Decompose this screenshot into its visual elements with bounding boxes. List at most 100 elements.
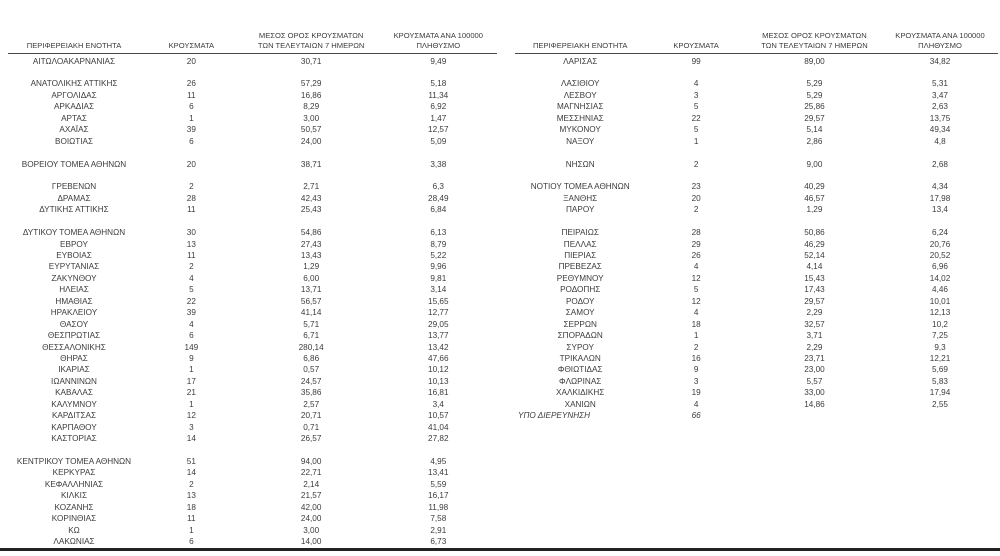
per100k-cell: 17,94 — [929, 388, 951, 398]
cases-cell: 5 — [693, 285, 699, 295]
table-row: ΠΕΛΛΑΣ 29 46,29 20,76 — [515, 239, 998, 250]
cases-cell: 51 — [186, 456, 196, 466]
cases-cell: 2 — [693, 159, 699, 169]
column-header-region: ΠΕΡΙΦΕΡΕΙΑΚΗ ΕΝΟΤΗΤΑ — [532, 41, 628, 51]
avg7-cell: 4,14 — [806, 262, 823, 272]
avg7-cell: 24,00 — [300, 514, 322, 524]
cases-cell: 1 — [189, 525, 194, 535]
per100k-cell: 6,84 — [430, 205, 447, 215]
cases-cell: 2 — [693, 342, 699, 352]
per100k-cell: 13,42 — [428, 342, 449, 352]
cases-cell: 30 — [186, 228, 196, 238]
table-row: ΜΥΚΟΝΟΥ 5 5,14 49,34 — [515, 125, 998, 136]
cases-cell: 12 — [691, 273, 701, 283]
per100k-cell: 12,13 — [929, 308, 951, 318]
region-cell: ΚΑΛΥΜΝΟΥ — [51, 399, 97, 409]
avg7-cell: 40,29 — [804, 182, 825, 192]
per100k-cell: 4,95 — [430, 456, 447, 466]
avg7-cell: 280,14 — [298, 342, 324, 352]
region-cell: ΞΑΝΘΗΣ — [563, 193, 598, 203]
table-row: ΚΙΛΚΙΣ 13 21,57 16,17 — [8, 491, 497, 502]
per100k-cell: 3,38 — [430, 159, 447, 169]
per100k-cell: 6,3 — [432, 182, 444, 192]
cases-cell: 16 — [691, 353, 701, 363]
region-cell: ΚΑΒΑΛΑΣ — [55, 388, 93, 398]
region-cell: ΘΕΣΣΑΛΟΝΙΚΗΣ — [42, 342, 106, 352]
table-bottom-rule — [0, 548, 1000, 551]
table-row: ΧΑΝΙΩΝ 4 14,86 2,55 — [515, 399, 998, 410]
region-cell: ΚΑΡΠΑΘΟΥ — [51, 422, 97, 432]
per100k-cell: 10,12 — [428, 365, 449, 375]
avg7-cell: 5,71 — [303, 319, 320, 329]
cases-cell: 19 — [691, 388, 701, 398]
cases-cell: 22 — [186, 296, 196, 306]
table-row: ΤΡΙΚΑΛΩΝ 16 23,71 12,21 — [515, 353, 998, 364]
column-header-avg7: ΜΕΣΟΣ ΟΡΟΣ ΚΡΟΥΣΜΑΤΩΝ ΤΩΝ ΤΕΛΕΥΤΑΙΩΝ 7 ΗΜ… — [257, 31, 365, 51]
per100k-cell: 29,05 — [428, 319, 449, 329]
per100k-cell: 10,13 — [428, 376, 449, 386]
avg7-cell: 17,43 — [804, 285, 825, 295]
table-body: ΑΙΤΩΛΟΑΚΑΡΝΑΝΙΑΣ 20 30,71 9,49 ΑΝΑΤΟΛΙΚΗΣ ΑΤ… — [8, 54, 497, 548]
table-row: ΣΑΜΟΥ 4 2,29 12,13 — [515, 308, 998, 319]
table-header-row: ΠΕΡΙΦΕΡΕΙΑΚΗ ΕΝΟΤΗΤΑ ΚΡΟΥΣΜΑΤΑ ΜΕΣΟΣ ΟΡΟΣ … — [8, 13, 497, 54]
per100k-cell: 2,91 — [430, 525, 447, 535]
per100k-cell: 9,3 — [934, 342, 946, 352]
avg7-cell: 54,86 — [300, 228, 322, 238]
region-cell: ΝΗΣΩΝ — [565, 159, 595, 169]
table-row: ΑΙΤΩΛΟΑΚΑΡΝΑΝΙΑΣ 20 30,71 9,49 — [8, 56, 497, 67]
table-row: ΘΗΡΑΣ 9 6,86 47,66 — [8, 353, 497, 364]
cases-cell: 26 — [186, 79, 196, 89]
per100k-cell: 28,49 — [428, 193, 449, 203]
per100k-cell: 5,18 — [430, 79, 447, 89]
cases-cell: 22 — [691, 113, 701, 123]
table-row: ΛΑΡΙΣΑΣ 99 89,00 34,82 — [515, 56, 998, 67]
table-row: ΜΕΣΣΗΝΙΑΣ 22 29,57 13,75 — [515, 113, 998, 124]
column-header-region: ΠΕΡΙΦΕΡΕΙΑΚΗ ΕΝΟΤΗΤΑ — [26, 41, 122, 51]
cases-cell: 4 — [189, 319, 194, 329]
avg7-cell: 21,57 — [300, 491, 322, 501]
cases-cell: 99 — [691, 56, 701, 66]
region-cell: ΚΕΡΚΥΡΑΣ — [52, 468, 96, 478]
table-row: ΠΕΙΡΑΙΩΣ 28 50,86 6,24 — [515, 228, 998, 239]
cases-cell: 11 — [187, 205, 196, 215]
cases-cell: 28 — [691, 228, 701, 238]
group-separator — [515, 148, 998, 159]
regional-cases-table-right: ΠΕΡΙΦΕΡΕΙΑΚΗ ΕΝΟΤΗΤΑ ΚΡΟΥΣΜΑΤΑ ΜΕΣΟΣ ΟΡΟΣ … — [515, 13, 998, 422]
cases-cell: 20 — [186, 159, 196, 169]
per100k-cell: 4,34 — [932, 182, 948, 192]
cases-cell: 20 — [691, 193, 701, 203]
cases-cell: 4 — [693, 79, 699, 89]
per100k-cell: 5,09 — [430, 136, 447, 146]
cases-cell: 21 — [186, 388, 196, 398]
region-cell: ΝΟΤΙΟΥ ΤΟΜΕΑ ΑΘΗΝΩΝ — [530, 182, 630, 192]
table-row: ΥΠΟ ΔΙΕΡΕΥΝΗΣΗ 66 — [515, 411, 998, 422]
region-cell: ΚΟΡΙΝΘΙΑΣ — [51, 514, 97, 524]
table-row: ΓΡΕΒΕΝΩΝ 2 2,71 6,3 — [8, 182, 497, 193]
region-cell: ΜΕΣΣΗΝΙΑΣ — [556, 113, 604, 123]
avg7-cell: 20,71 — [300, 411, 322, 421]
region-cell: ΤΡΙΚΑΛΩΝ — [559, 353, 601, 363]
avg7-cell: 50,86 — [804, 228, 825, 238]
table-row: ΦΘΙΩΤΙΔΑΣ 9 23,00 5,69 — [515, 365, 998, 376]
per100k-cell: 4,8 — [934, 136, 946, 146]
avg7-cell: 6,71 — [303, 331, 320, 341]
avg7-cell: 6,86 — [303, 353, 320, 363]
per100k-cell: 20,76 — [929, 239, 951, 249]
region-cell: ΕΒΡΟΥ — [60, 239, 88, 249]
avg7-cell: 26,57 — [300, 434, 322, 444]
table-row: ΒΟΡΕΙΟΥ ΤΟΜΕΑ ΑΘΗΝΩΝ 20 38,71 3,38 — [8, 159, 497, 170]
table-row: ΜΑΓΝΗΣΙΑΣ 5 25,86 2,63 — [515, 102, 998, 113]
per100k-cell: 9,81 — [430, 273, 447, 283]
table-row: ΔΡΑΜΑΣ 28 42,43 28,49 — [8, 193, 497, 204]
region-cell: ΚΕΦΑΛΛΗΝΙΑΣ — [44, 479, 104, 489]
avg7-cell: 2,29 — [806, 342, 823, 352]
cases-cell: 11 — [187, 514, 196, 524]
per100k-cell: 9,96 — [430, 262, 447, 272]
table-row: ΦΛΩΡΙΝΑΣ 3 5,57 5,83 — [515, 376, 998, 387]
per100k-cell: 3,4 — [432, 399, 444, 409]
cases-cell: 6 — [189, 102, 194, 112]
region-cell: ΣΠΟΡΑΔΩΝ — [557, 331, 603, 341]
table-row: ΝΗΣΩΝ 2 9,00 2,68 — [515, 159, 998, 170]
avg7-cell: 14,00 — [300, 536, 322, 546]
table-row: ΚΕΦΑΛΛΗΝΙΑΣ 2 2,14 5,59 — [8, 479, 497, 490]
